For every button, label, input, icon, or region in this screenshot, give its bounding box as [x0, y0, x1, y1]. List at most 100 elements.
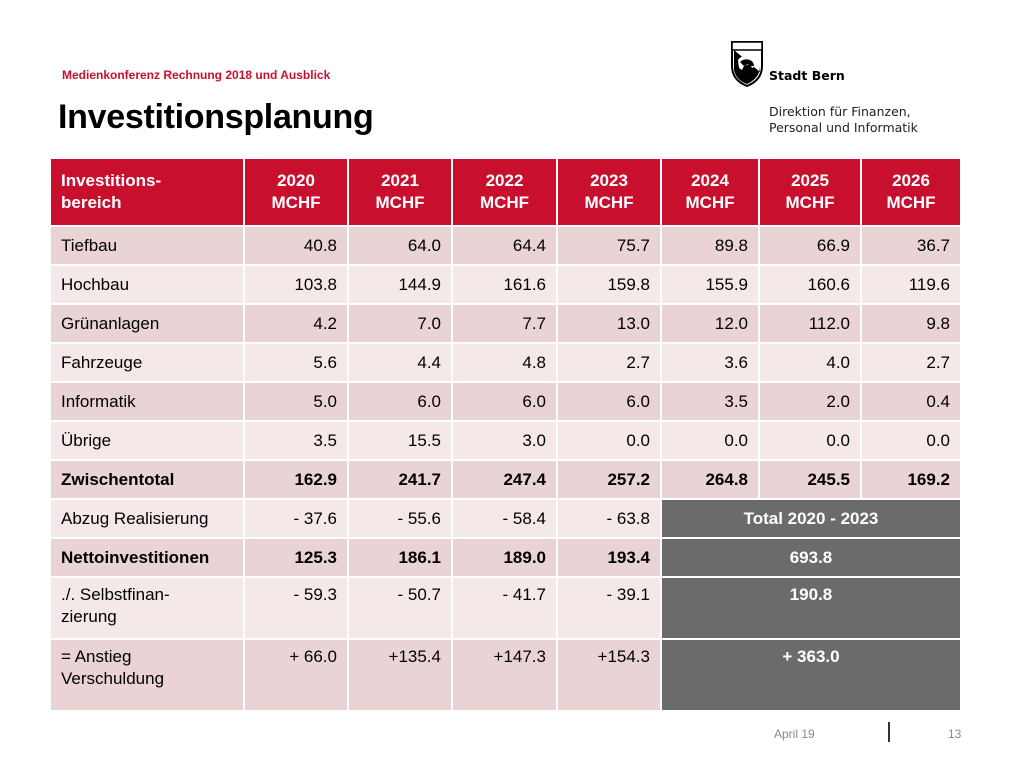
table-cell: 6.0 [347, 381, 453, 422]
table-cell: +154.3 [556, 638, 662, 712]
table-row: Fahrzeuge 5.6 4.4 4.8 2.7 3.6 4.0 2.7 [49, 342, 962, 383]
table-cell: 0.4 [860, 381, 962, 422]
table-cell: 112.0 [758, 303, 862, 344]
column-header: 2024 MCHF [660, 157, 760, 227]
table-cell: + 66.0 [243, 638, 349, 712]
table-cell: 186.1 [347, 537, 453, 578]
table-cell: 125.3 [243, 537, 349, 578]
footer-divider [888, 722, 890, 742]
table-cell: 160.6 [758, 264, 862, 305]
row-label: Informatik [49, 381, 245, 422]
table-cell: 4.4 [347, 342, 453, 383]
total-cell: + 363.0 [660, 638, 962, 712]
bern-coat-of-arms-logo [731, 41, 763, 88]
row-label: Abzug Realisierung [49, 498, 245, 539]
table-cell: 64.0 [347, 225, 453, 266]
table-cell: 6.0 [451, 381, 558, 422]
table-cell: 36.7 [860, 225, 962, 266]
investment-table: Investitions-bereich 2020 MCHF 2021 MCHF 2022… [49, 157, 962, 712]
table-row: Zwischentotal 162.9 241.7 247.4 257.2 264.8 24… [49, 459, 962, 500]
table-cell: 64.4 [451, 225, 558, 266]
row-label: ./. Selbstfinan-zierung [49, 576, 245, 640]
table-cell: 4.2 [243, 303, 349, 344]
column-header: 2025 MCHF [758, 157, 862, 227]
row-label: Nettoinvestitionen [49, 537, 245, 578]
table-cell: 241.7 [347, 459, 453, 500]
table-cell: 245.5 [758, 459, 862, 500]
row-label: Zwischentotal [49, 459, 245, 500]
table-cell: - 39.1 [556, 576, 662, 640]
table-cell: - 41.7 [451, 576, 558, 640]
row-label: Tiefbau [49, 225, 245, 266]
table-cell: 3.0 [451, 420, 558, 461]
table-cell: +135.4 [347, 638, 453, 712]
table-cell: - 59.3 [243, 576, 349, 640]
table-cell: 155.9 [660, 264, 760, 305]
table-cell: 0.0 [860, 420, 962, 461]
total-cell: 693.8 [660, 537, 962, 578]
table-cell: 144.9 [347, 264, 453, 305]
table-cell: 159.8 [556, 264, 662, 305]
total-cell: 190.8 [660, 576, 962, 640]
column-header: Investitions-bereich [49, 157, 245, 227]
row-label: = Anstieg Verschuldung [49, 638, 245, 712]
table-row: Übrige 3.5 15.5 3.0 0.0 0.0 0.0 0.0 [49, 420, 962, 461]
table-row: Informatik 5.0 6.0 6.0 6.0 3.5 2.0 0.4 [49, 381, 962, 422]
table-cell: 0.0 [758, 420, 862, 461]
table-row: Grünanlagen 4.2 7.0 7.7 13.0 12.0 112.0 9.8 [49, 303, 962, 344]
page-number: 13 [948, 727, 962, 741]
column-header: 2023 MCHF [556, 157, 662, 227]
table-row: Hochbau 103.8 144.9 161.6 159.8 155.9 160.6 119… [49, 264, 962, 305]
table-cell: 5.0 [243, 381, 349, 422]
table-cell: 0.0 [660, 420, 760, 461]
table-cell: 161.6 [451, 264, 558, 305]
footer-date: April 19 [774, 727, 815, 741]
table-row: Tiefbau 40.8 64.0 64.4 75.7 89.8 66.9 36.7 [49, 225, 962, 266]
presentation-subtitle: Medienkonferenz Rechnung 2018 und Ausbli… [62, 68, 331, 82]
table-cell: 66.9 [758, 225, 862, 266]
table-cell: 40.8 [243, 225, 349, 266]
table-cell: +147.3 [451, 638, 558, 712]
summary-row: Abzug Realisierung - 37.6- 55.6- 58.4- 63… [49, 498, 962, 539]
table-cell: 257.2 [556, 459, 662, 500]
column-header: 2021 MCHF [347, 157, 453, 227]
department-name: Direktion für Finanzen, Personal und Inf… [769, 104, 918, 136]
column-header: 2026 MCHF [860, 157, 962, 227]
table-cell: 2.0 [758, 381, 862, 422]
table-cell: 264.8 [660, 459, 760, 500]
table-cell: 3.5 [243, 420, 349, 461]
row-label: Fahrzeuge [49, 342, 245, 383]
table-cell: 7.7 [451, 303, 558, 344]
row-label: Hochbau [49, 264, 245, 305]
column-header: 2022 MCHF [451, 157, 558, 227]
table-cell: 5.6 [243, 342, 349, 383]
table-cell: 4.0 [758, 342, 862, 383]
table-cell: 12.0 [660, 303, 760, 344]
table-cell: 6.0 [556, 381, 662, 422]
summary-row: ./. Selbstfinan-zierung - 59.3- 50.7- 41.… [49, 576, 962, 640]
table-cell: 3.6 [660, 342, 760, 383]
department-line-2: Personal und Informatik [769, 120, 918, 135]
page-title: Investitionsplanung [58, 98, 374, 136]
table-cell: - 37.6 [243, 498, 349, 539]
row-label: Übrige [49, 420, 245, 461]
table-cell: 3.5 [660, 381, 760, 422]
table-cell: 13.0 [556, 303, 662, 344]
table-cell: 162.9 [243, 459, 349, 500]
table-cell: 75.7 [556, 225, 662, 266]
table-cell: 9.8 [860, 303, 962, 344]
table-cell: 0.0 [556, 420, 662, 461]
column-header: 2020 MCHF [243, 157, 349, 227]
table-cell: 247.4 [451, 459, 558, 500]
table-cell: 119.6 [860, 264, 962, 305]
table-cell: 193.4 [556, 537, 662, 578]
table-cell: 2.7 [556, 342, 662, 383]
table-cell: 7.0 [347, 303, 453, 344]
summary-row: = Anstieg Verschuldung + 66.0 +135.4 +147.3 +… [49, 638, 962, 712]
table-header-row: Investitions-bereich 2020 MCHF 2021 MCHF 2022… [49, 157, 962, 227]
table-cell: 2.7 [860, 342, 962, 383]
department-line-1: Direktion für Finanzen, [769, 104, 911, 119]
logo-text: Stadt Bern [769, 68, 845, 83]
table-cell: 89.8 [660, 225, 760, 266]
table-cell: - 58.4 [451, 498, 558, 539]
